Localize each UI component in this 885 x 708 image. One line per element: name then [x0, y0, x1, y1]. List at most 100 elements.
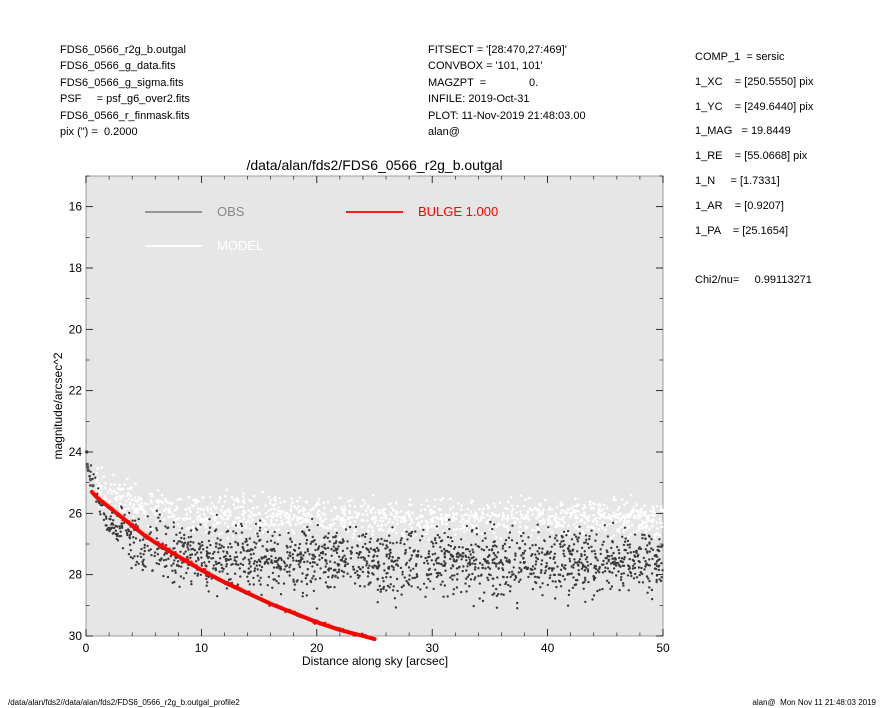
bulge-point	[165, 551, 168, 554]
obs-point	[189, 544, 192, 547]
model-point	[444, 517, 448, 520]
model-point	[369, 511, 373, 514]
obs-point	[182, 552, 186, 555]
obs-point	[267, 557, 271, 561]
obs-point	[266, 561, 269, 564]
model-point	[270, 518, 273, 522]
bulge-point	[179, 558, 182, 562]
obs-point	[305, 542, 308, 545]
obs-point	[442, 547, 446, 551]
obs-point	[282, 582, 286, 585]
obs-point	[474, 576, 477, 579]
model-point	[291, 517, 295, 521]
obs-point	[135, 560, 138, 564]
obs-point	[453, 574, 456, 577]
model-point	[506, 514, 510, 517]
bulge-point	[213, 576, 216, 579]
obs-point	[301, 595, 304, 598]
model-point	[465, 519, 469, 523]
obs-point	[239, 551, 242, 554]
obs-point	[648, 535, 651, 538]
obs-point	[377, 548, 380, 551]
model-point	[476, 530, 480, 533]
obs-point	[629, 572, 633, 575]
model-point	[537, 515, 540, 518]
model-point	[152, 508, 155, 511]
model-point	[104, 482, 107, 485]
obs-point	[462, 565, 465, 568]
obs-point	[136, 555, 139, 558]
obs-point	[283, 568, 286, 571]
obs-point	[302, 531, 306, 534]
obs-point	[367, 554, 370, 558]
obs-point	[220, 563, 223, 567]
obs-point	[543, 571, 547, 575]
model-point	[583, 521, 587, 525]
model-point	[453, 513, 456, 516]
obs-point	[246, 575, 249, 578]
obs-point	[141, 563, 145, 566]
obs-point	[309, 579, 312, 583]
model-point	[593, 518, 596, 521]
obs-point	[350, 546, 354, 549]
obs-point	[233, 572, 237, 575]
model-point	[435, 527, 438, 530]
obs-point	[376, 578, 379, 581]
model-point	[582, 514, 585, 518]
obs-point	[382, 562, 386, 565]
model-point	[420, 520, 424, 523]
obs-point	[553, 573, 557, 577]
obs-point	[366, 575, 370, 578]
obs-point	[516, 601, 519, 605]
model-point	[620, 498, 624, 501]
obs-point	[464, 582, 467, 585]
obs-point	[538, 547, 541, 550]
obs-point	[144, 565, 147, 568]
bulge-point	[232, 584, 235, 587]
bulge-point	[275, 603, 278, 606]
obs-point	[291, 556, 295, 560]
obs-point	[397, 556, 401, 560]
model-point	[615, 520, 618, 524]
model-point	[547, 518, 550, 521]
obs-point	[616, 545, 619, 549]
obs-point	[212, 564, 216, 567]
obs-point	[599, 552, 602, 556]
model-point	[410, 518, 413, 521]
obs-point	[626, 543, 629, 547]
obs-point	[234, 540, 237, 544]
model-point	[263, 519, 267, 523]
obs-point	[143, 546, 146, 549]
obs-point	[631, 567, 635, 570]
model-point	[281, 522, 285, 526]
model-point	[237, 522, 240, 525]
model-point	[360, 519, 364, 522]
obs-point	[334, 541, 337, 545]
bulge-point	[142, 532, 145, 535]
model-point	[592, 501, 595, 505]
model-point	[190, 504, 194, 507]
model-point	[339, 517, 343, 520]
obs-point	[473, 578, 476, 581]
obs-point	[248, 562, 251, 565]
obs-point	[618, 588, 621, 592]
model-point	[623, 519, 626, 523]
obs-point	[549, 556, 552, 560]
obs-point	[424, 556, 427, 560]
model-point	[651, 524, 654, 528]
obs-point	[515, 541, 519, 545]
model-point	[212, 523, 215, 526]
model-point	[300, 521, 304, 524]
model-point	[376, 524, 380, 528]
obs-point	[443, 556, 447, 559]
obs-point	[633, 533, 637, 536]
obs-point	[131, 557, 135, 560]
obs-point	[260, 565, 264, 569]
model-point	[465, 512, 468, 516]
bulge-point	[334, 628, 337, 631]
obs-point	[539, 571, 543, 574]
obs-point	[97, 487, 100, 490]
model-point	[631, 508, 635, 511]
obs-point	[495, 587, 498, 591]
model-point	[182, 517, 185, 520]
